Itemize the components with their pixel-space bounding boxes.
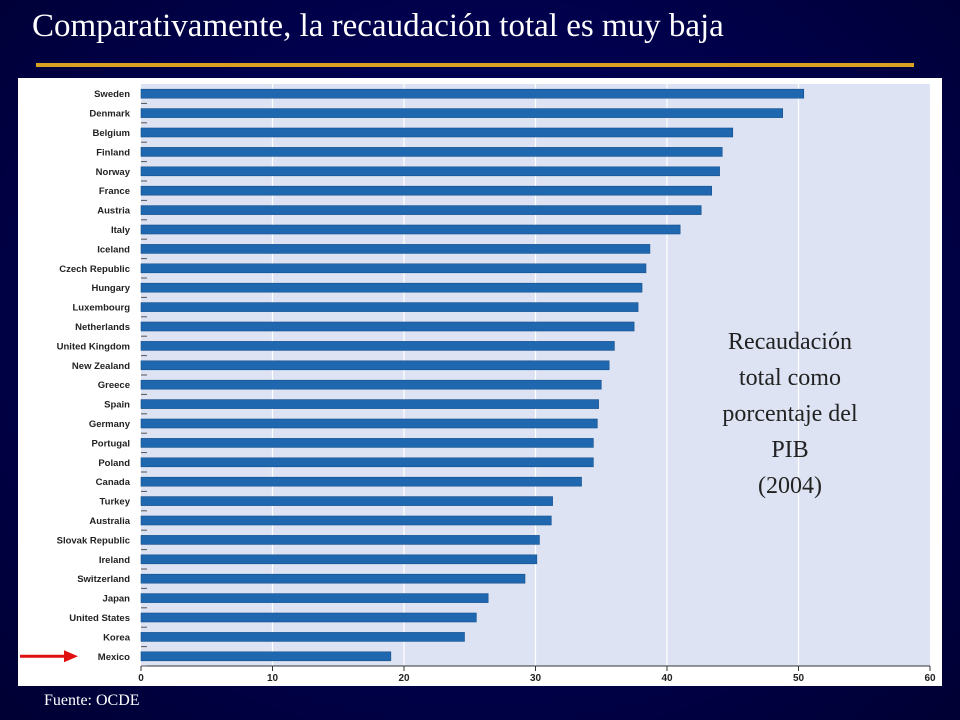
tax-revenue-bar-chart: 0 10 20 30 40 50 60 Sweden Denmark Belgium Finland… bbox=[20, 84, 936, 684]
bar bbox=[140, 573, 526, 584]
category-label: United States bbox=[69, 613, 130, 624]
annotation-line: (2004) bbox=[758, 473, 822, 499]
bar bbox=[140, 535, 540, 545]
bar bbox=[140, 360, 610, 371]
category-label: Portugal bbox=[91, 438, 130, 449]
category-label: Australia bbox=[89, 516, 130, 527]
bar bbox=[140, 476, 582, 487]
bar bbox=[140, 147, 723, 157]
bar bbox=[140, 632, 465, 642]
chart-annotation: Recaudación total como porcentaje del PI… bbox=[690, 324, 890, 504]
bar bbox=[140, 554, 538, 565]
category-label: Finland bbox=[96, 147, 130, 158]
bar bbox=[140, 224, 681, 235]
bar bbox=[140, 185, 713, 196]
source-note: Fuente: OCDE bbox=[44, 692, 140, 709]
category-label: Mexico bbox=[98, 652, 130, 663]
title-underline bbox=[36, 63, 914, 67]
category-label: Japan bbox=[103, 594, 131, 605]
category-label: Switzerland bbox=[77, 574, 130, 585]
category-label: Hungary bbox=[91, 283, 130, 294]
x-tick-label: 20 bbox=[398, 673, 410, 684]
bar bbox=[140, 166, 720, 177]
category-label: Netherlands bbox=[75, 322, 130, 333]
category-label: Denmark bbox=[89, 109, 130, 120]
x-tick-label: 10 bbox=[267, 673, 279, 684]
bar bbox=[140, 263, 647, 274]
bar bbox=[140, 244, 651, 254]
category-label: Czech Republic bbox=[59, 264, 130, 275]
category-label: Iceland bbox=[97, 244, 130, 255]
bar bbox=[140, 496, 553, 506]
annotation-line: PIB bbox=[771, 437, 809, 463]
highlight-arrow-head bbox=[64, 650, 78, 663]
category-label: France bbox=[99, 186, 130, 197]
bar bbox=[140, 282, 643, 293]
bar bbox=[140, 515, 552, 526]
x-tick-label: 40 bbox=[661, 673, 673, 684]
x-tick-label: 50 bbox=[793, 673, 805, 684]
chart-panel: 0 10 20 30 40 50 60 Sweden Denmark Belgium Finland… bbox=[18, 78, 942, 686]
category-label: Spain bbox=[104, 400, 130, 411]
category-label: New Zealand bbox=[72, 361, 130, 372]
bar bbox=[140, 612, 477, 623]
annotation-line: total como bbox=[739, 365, 841, 391]
category-label: United Kingdom bbox=[57, 341, 130, 352]
bar bbox=[140, 302, 639, 312]
category-label: Ireland bbox=[99, 555, 130, 566]
annotation-line: Recaudación bbox=[728, 329, 852, 355]
annotation-line: porcentaje del bbox=[722, 401, 858, 427]
category-label: Poland bbox=[98, 458, 130, 469]
bar bbox=[140, 127, 734, 138]
bar bbox=[140, 108, 784, 118]
bar bbox=[140, 651, 392, 662]
category-label: Luxembourg bbox=[72, 303, 130, 314]
category-label: Austria bbox=[97, 206, 130, 217]
bar bbox=[140, 399, 599, 409]
category-label: Italy bbox=[111, 225, 131, 236]
category-label: Greece bbox=[98, 380, 130, 391]
bar bbox=[140, 593, 489, 603]
x-tick-label: 60 bbox=[924, 673, 936, 684]
category-label: Belgium bbox=[93, 128, 130, 139]
bar bbox=[140, 457, 594, 468]
x-tick-label: 30 bbox=[530, 673, 542, 684]
bar bbox=[140, 88, 805, 99]
category-label: Germany bbox=[89, 419, 131, 430]
bar bbox=[140, 418, 598, 429]
bar bbox=[140, 379, 602, 390]
bar bbox=[140, 321, 635, 332]
bar bbox=[140, 205, 702, 215]
category-label: Canada bbox=[96, 477, 131, 488]
category-label: Korea bbox=[103, 632, 131, 643]
x-tick-label: 0 bbox=[138, 673, 144, 684]
category-label: Turkey bbox=[100, 497, 131, 508]
category-label: Slovak Republic bbox=[57, 535, 130, 546]
bar bbox=[140, 341, 615, 351]
bar bbox=[140, 438, 594, 448]
slide-title: Comparativamente, la recaudación total e… bbox=[32, 8, 724, 44]
category-label: Sweden bbox=[94, 89, 130, 100]
category-label: Norway bbox=[96, 167, 131, 178]
